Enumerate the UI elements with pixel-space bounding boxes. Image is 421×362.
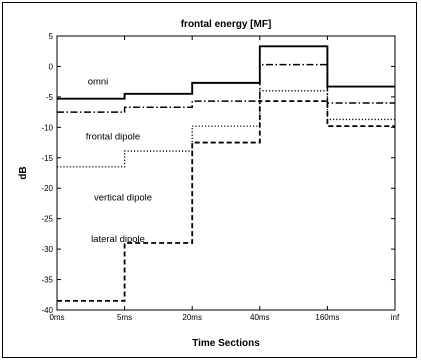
series-line-omni	[57, 45, 395, 100]
y-axis: 5 0 -5 -10 -15 -20 -25 -30 -35 -40	[41, 32, 395, 315]
series-label: lateral dipole	[91, 234, 145, 245]
y-tick-label: -30	[41, 245, 53, 254]
y-axis-label: dB	[18, 166, 29, 179]
y-tick-label: 5	[49, 32, 54, 41]
y-tick-label: -20	[41, 184, 53, 193]
x-tick-label: 5ms	[117, 313, 132, 322]
series-group	[57, 45, 395, 302]
y-tick-label: -40	[41, 306, 53, 315]
y-tick-label: -25	[41, 215, 53, 224]
series-label: frontal dipole	[86, 131, 140, 142]
series-line-lateral-dipole	[57, 100, 395, 302]
x-tick-label: 40ms	[250, 313, 270, 322]
y-tick-label: -5	[46, 93, 54, 102]
y-tick-label: -15	[41, 154, 53, 163]
series-label: omni	[88, 77, 109, 88]
series-line-frontal-dipole	[57, 63, 395, 113]
plot-area	[56, 35, 396, 311]
x-tick-label: 0ms	[49, 313, 64, 322]
x-tick-label: inf	[391, 313, 400, 322]
chart-title: frontal energy [MF]	[181, 19, 272, 30]
y-tick-label: -10	[41, 123, 53, 132]
x-axis: 0ms 5ms 20ms 40ms 160ms inf	[49, 36, 400, 322]
y-tick-label: -35	[41, 276, 53, 285]
series-label: vertical dipole	[94, 192, 152, 203]
x-axis-label: Time Sections	[192, 338, 260, 349]
x-tick-label: 20ms	[182, 313, 202, 322]
series-line-vertical-dipole	[57, 90, 395, 168]
x-tick-label: 160ms	[315, 313, 339, 322]
figure-frame	[2, 2, 417, 358]
series-annotations: omni frontal dipole vertical dipole lateral…	[86, 77, 152, 245]
y-tick-label: 0	[49, 62, 54, 71]
